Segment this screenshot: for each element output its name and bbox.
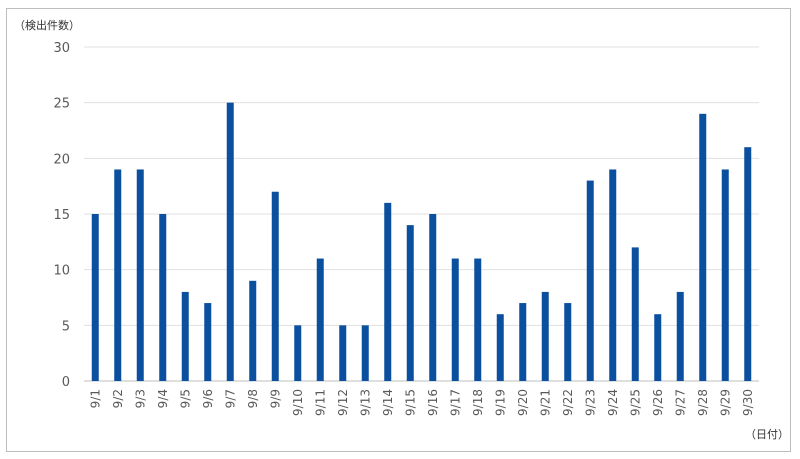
- bar: [474, 258, 482, 381]
- x-tick-label: 9/18: [471, 389, 485, 416]
- x-tick-label: 9/27: [673, 389, 687, 416]
- bar: [226, 102, 234, 382]
- x-tick-label: 9/7: [223, 389, 237, 408]
- x-tick-label: 9/13: [358, 389, 372, 416]
- x-tick-label: 9/19: [493, 389, 507, 416]
- bar: [181, 291, 189, 381]
- bar: [541, 291, 549, 381]
- x-tick-label: 9/3: [133, 389, 147, 408]
- bar: [204, 303, 212, 381]
- y-tick-label: 15: [53, 208, 70, 223]
- x-tick-label: 9/6: [201, 389, 215, 408]
- y-tick-label: 30: [53, 41, 70, 56]
- y-axis-label: （検出件数）: [14, 18, 80, 32]
- bar: [631, 247, 639, 381]
- x-tick-label: 9/1: [88, 389, 102, 408]
- x-tick-label: 9/23: [583, 389, 597, 416]
- bar: [451, 258, 459, 381]
- bar: [519, 303, 527, 381]
- y-tick-label: 20: [53, 152, 70, 167]
- x-tick-label: 9/4: [156, 389, 170, 408]
- x-tick-label: 9/14: [381, 389, 395, 416]
- x-tick-label: 9/21: [538, 389, 552, 416]
- bar: [609, 169, 617, 381]
- x-tick-label: 9/26: [651, 389, 665, 416]
- y-tick-label: 25: [53, 97, 70, 112]
- bar: [586, 180, 594, 381]
- bar: [496, 314, 504, 381]
- x-tick-label: 9/9: [268, 389, 282, 408]
- bar: [271, 191, 279, 381]
- x-tick-label: 9/22: [561, 389, 575, 416]
- x-tick-label: 9/15: [403, 389, 417, 416]
- x-tick-label: 9/11: [313, 389, 327, 416]
- bar: [249, 280, 257, 381]
- x-tick-label: 9/28: [696, 389, 710, 416]
- bar: [699, 113, 707, 382]
- x-tick-label: 9/16: [426, 389, 440, 416]
- x-tick-label: 9/8: [246, 389, 260, 408]
- x-tick-label: 9/20: [516, 389, 530, 416]
- x-tick-label: 9/25: [628, 389, 642, 416]
- bar: [654, 314, 662, 381]
- y-tick-label: 10: [53, 264, 70, 279]
- x-tick-label: 9/5: [178, 389, 192, 408]
- bar: [316, 258, 324, 381]
- x-axis-label: （日付）: [745, 428, 789, 441]
- y-tick-label: 0: [62, 375, 70, 390]
- x-tick-label: 9/29: [718, 389, 732, 416]
- y-tick-label: 5: [62, 319, 70, 334]
- bar: [114, 169, 122, 381]
- bar: [136, 169, 144, 381]
- x-tick-label: 9/30: [741, 389, 755, 416]
- x-tick-label: 9/10: [291, 389, 305, 416]
- bar: [744, 147, 752, 381]
- chart-frame: [6, 8, 791, 452]
- bar: [91, 214, 99, 381]
- bar: [384, 202, 392, 381]
- bar: [159, 214, 167, 381]
- bar: [564, 303, 572, 381]
- x-tick-label: 9/17: [448, 389, 462, 416]
- x-tick-label: 9/12: [336, 389, 350, 416]
- x-tick-label: 9/24: [606, 389, 620, 416]
- bar: [361, 325, 369, 381]
- bar: [676, 291, 684, 381]
- bar: [429, 214, 437, 381]
- bar: [406, 225, 414, 381]
- x-tick-label: 9/2: [111, 389, 125, 408]
- bar: [721, 169, 729, 381]
- bar: [294, 325, 302, 381]
- bar: [339, 325, 347, 381]
